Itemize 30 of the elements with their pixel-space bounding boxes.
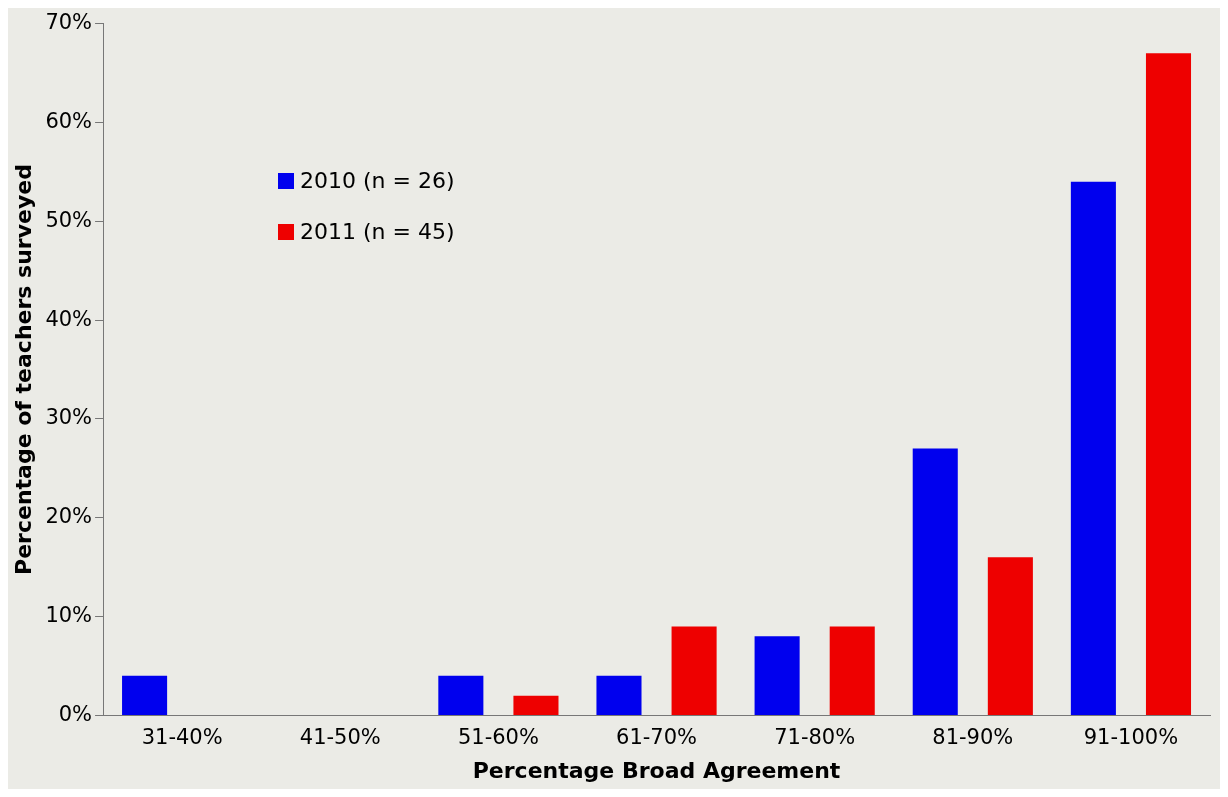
y-tick-label: 30% [45,405,93,430]
legend-label: 2010 (n = 26) [300,168,455,193]
x-tick-label: 31-40% [141,725,223,750]
bar [513,695,559,715]
y-tick-label: 10% [45,603,93,628]
legend-label: 2011 (n = 45) [300,219,455,244]
x-tick-label: 81-90% [932,725,1014,750]
y-axis-title: Percentage of teachers surveyed [10,164,36,575]
y-tick-label: 0% [58,701,93,726]
bar [829,626,875,715]
bar [122,675,168,715]
bar [596,675,642,715]
x-axis-title: Percentage Broad Agreement [472,757,841,783]
bar [754,636,800,715]
bar [1145,53,1192,715]
y-tick-label: 20% [45,504,93,529]
x-tick-label: 41-50% [299,725,381,750]
bar [438,675,484,715]
x-tick-label: 91-100% [1083,725,1179,750]
bar [912,448,958,715]
y-tick-label: 70% [45,10,93,35]
x-tick-label: 71-80% [774,725,856,750]
y-tick-label: 50% [45,207,93,232]
x-tick-label: 61-70% [616,725,698,750]
x-tick-label: 51-60% [457,725,539,750]
bar [987,557,1033,715]
y-tick-label: 40% [45,306,93,331]
y-tick-label: 60% [45,108,93,133]
bar [1070,181,1116,715]
bar [671,626,717,715]
